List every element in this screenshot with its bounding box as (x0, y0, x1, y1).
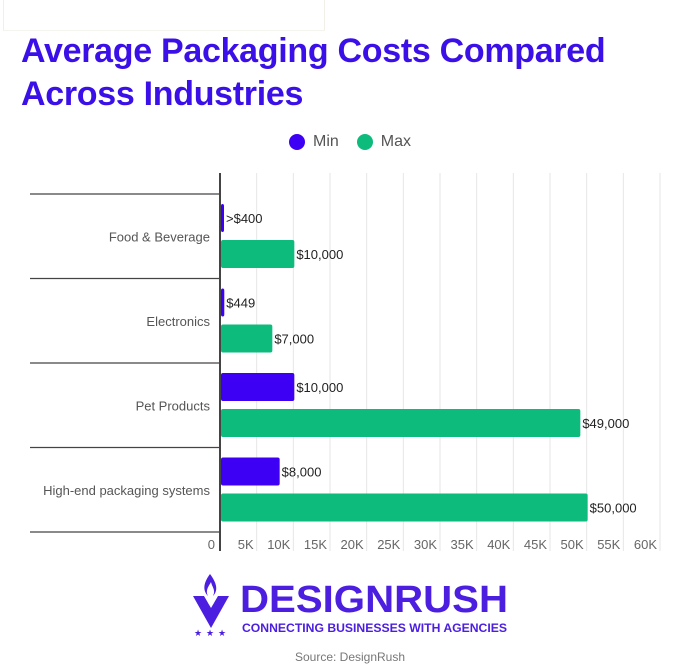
legend-dot-max (356, 134, 373, 150)
bar-max[interactable] (221, 240, 295, 268)
category-label: Pet Products (136, 398, 211, 413)
x-tick-label: 5K (238, 537, 254, 552)
x-tick-label: 40K (487, 537, 510, 552)
data-label: $8,000 (282, 465, 322, 480)
bar-max[interactable] (221, 493, 588, 522)
category-label: Food & Beverage (109, 229, 210, 244)
top-frame (3, 0, 325, 31)
bar-max[interactable] (221, 409, 581, 437)
x-tick-label: 50K (561, 537, 584, 552)
data-label: >$400 (226, 211, 263, 226)
category-label: High-end packaging systems (43, 483, 210, 498)
data-label: $50,000 (590, 501, 637, 516)
torch-icon (193, 574, 229, 628)
legend-item-max[interactable]: Max (356, 133, 411, 151)
bar-min[interactable] (221, 204, 224, 232)
x-tick-label: 45K (524, 537, 547, 552)
legend-label-max: Max (380, 133, 411, 150)
source-text: Source: DesignRush (294, 650, 406, 664)
legend-item-min[interactable]: Min (288, 133, 339, 151)
x-tick-label: 0 (208, 537, 215, 552)
bar-min[interactable] (221, 373, 295, 401)
bar-min[interactable] (221, 457, 280, 486)
x-tick-label: 30K (414, 537, 437, 552)
data-label: $10,000 (296, 247, 343, 262)
chart-title: Average Packaging Costs Compared Across … (21, 32, 606, 113)
stars-icon: ★ ★ ★ (194, 629, 226, 638)
x-tick-label: 15K (304, 537, 327, 552)
legend-dot-min (288, 134, 305, 150)
category-label: Electronics (146, 314, 210, 329)
svg-text:★: ★ (206, 629, 214, 638)
bar-max[interactable] (221, 324, 273, 353)
legend-label-min: Min (312, 133, 339, 150)
x-tick-label: 25K (377, 537, 400, 552)
designrush-logo: ★ ★ ★ DESIGNRUSH CONNECTING BUSINESSES WIT… (193, 574, 508, 638)
data-label: $10,000 (296, 380, 343, 395)
x-tick-label: 60K (634, 537, 657, 552)
data-label: $49,000 (582, 416, 629, 431)
x-tick-label: 20K (341, 537, 364, 552)
data-label: $449 (226, 296, 255, 311)
x-tick-label: 55K (597, 537, 620, 552)
legend: Min Max (0, 133, 700, 151)
brand-tagline: CONNECTING BUSINESSES WITH AGENCIES (242, 621, 507, 635)
bar-chart: 0 5K 10K 15K 20K 25K 30K 35K 40K 45K 50K 55K 60K Food… (30, 173, 661, 552)
x-tick-label: 10K (267, 537, 290, 552)
svg-text:★: ★ (194, 629, 202, 638)
x-tick-label: 35K (451, 537, 474, 552)
svg-text:★: ★ (218, 629, 226, 638)
data-label: $7,000 (274, 332, 314, 347)
bar-min[interactable] (221, 288, 225, 317)
brand-name: DESIGNRUSH (240, 579, 508, 621)
